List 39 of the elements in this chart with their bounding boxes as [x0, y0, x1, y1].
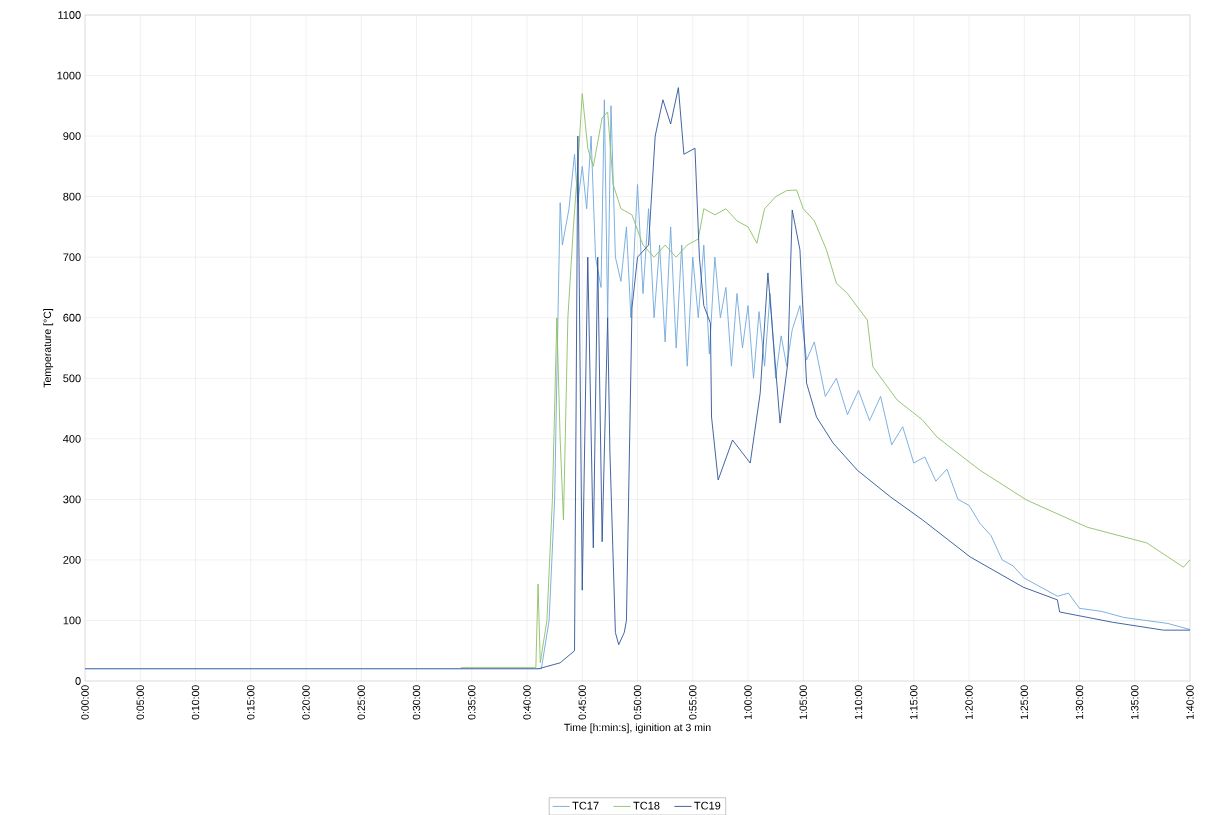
y-tick-label: 900	[63, 132, 81, 140]
x-tick-label: 1:15:00	[910, 685, 918, 720]
x-tick-label: 0:25:00	[357, 685, 365, 720]
x-tick-label: 1:35:00	[1131, 685, 1139, 720]
x-tick-label: 0:50:00	[633, 685, 642, 720]
x-axis-title: Time [h:min:s], iginition at 3 min	[564, 723, 711, 734]
x-tick-label: 0:30:00	[412, 685, 421, 720]
legend-label: TC19	[694, 801, 721, 810]
x-tick-label: 1:25:00	[1020, 685, 1028, 720]
y-tick-label: 800	[63, 192, 81, 201]
y-tick-label: 300	[63, 495, 81, 504]
x-tick-label: 1:05:00	[799, 685, 807, 720]
x-tick-label: 1:40:00	[1186, 685, 1194, 720]
y-tick-label: 400	[63, 434, 81, 443]
x-tick-label: 0:35:00	[468, 685, 476, 720]
y-tick-label: 1100	[58, 11, 81, 19]
line-series	[460, 93, 1191, 669]
x-tick-label: 0:55:00	[689, 685, 697, 720]
y-tick-label: 500	[63, 374, 81, 383]
x-tick-label: 1:10:00	[854, 685, 863, 720]
x-tick-label: 1:20:00	[965, 685, 973, 720]
x-tick-label: 0:45:00	[578, 685, 586, 720]
y-tick-label: 1000	[57, 71, 81, 80]
x-tick-label: 0:00:00	[81, 685, 89, 720]
y-tick-label: 700	[63, 253, 81, 262]
y-tick-label: 100	[63, 616, 81, 625]
y-tick-label: 600	[63, 313, 81, 322]
x-tick-label: 1:00:00	[744, 685, 752, 720]
y-tick-label: 200	[63, 556, 81, 564]
legend-label: TC17	[572, 801, 599, 810]
x-tick-label: 0:15:00	[247, 685, 255, 720]
x-tick-label: 0:40:00	[523, 685, 531, 720]
legend-label: TC18	[633, 801, 660, 810]
x-tick-label: 0:10:00	[191, 685, 200, 720]
x-tick-label: 1:30:00	[1075, 685, 1084, 720]
x-tick-label: 0:05:00	[136, 685, 144, 720]
y-axis-title: Temperature [°C]	[43, 309, 54, 388]
x-tick-label: 0:20:00	[302, 685, 310, 720]
y-tick-label: 0	[75, 677, 81, 685]
